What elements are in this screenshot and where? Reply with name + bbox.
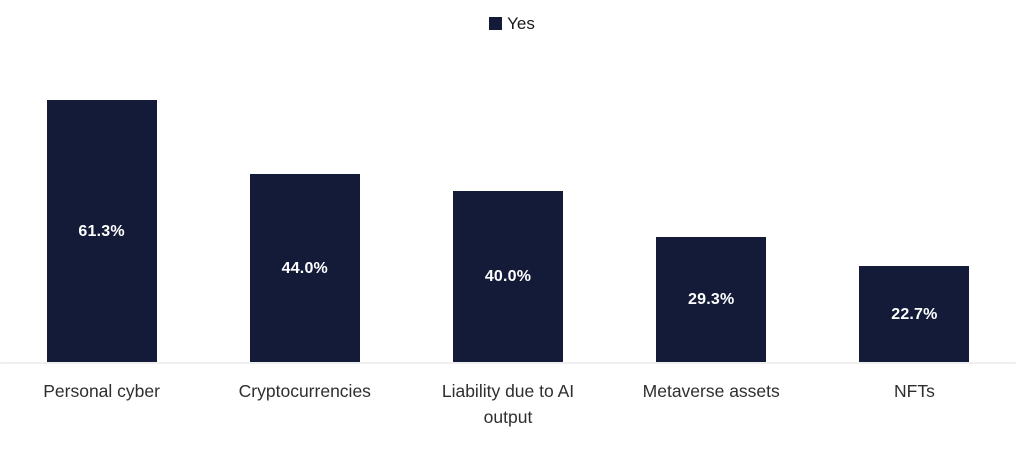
bar-slot: 29.3%	[610, 0, 813, 363]
legend-label-yes: Yes	[507, 14, 535, 33]
bar-personal-cyber: 61.3%	[46, 100, 157, 363]
value-label: 40.0%	[484, 268, 532, 285]
value-label: 29.3%	[688, 291, 735, 308]
bar-nfts: 22.7%	[859, 266, 970, 363]
bar-liability-due-to-ai-output: 40.0%	[453, 191, 563, 363]
category-label: NFTs	[894, 381, 935, 401]
bar-slot: 22.7%	[813, 0, 1016, 363]
bar-metaverse-assets: 29.3%	[656, 237, 767, 363]
plot-area: 61.3% 44.0% 40.0% 29.3% 22.7%	[0, 0, 1016, 363]
legend-swatch-yes	[489, 16, 503, 30]
value-label: 44.0%	[281, 259, 328, 277]
category-label: Liability due to AI output	[441, 381, 575, 427]
bar-slot: 40.0%	[406, 0, 609, 363]
value-label: 61.3%	[78, 222, 125, 240]
category-label: Metaverse assets	[642, 381, 780, 401]
bar-slot: 44.0%	[203, 0, 406, 363]
bar-cryptocurrencies: 44.0%	[249, 174, 360, 363]
value-label: 22.7%	[891, 305, 938, 323]
category-axis: Personal cyber Cryptocurrencies Liability …	[0, 372, 1016, 430]
category-label: Cryptocurrencies	[238, 381, 371, 401]
legend: Yes	[0, 14, 1024, 32]
bar-slot: 61.3%	[0, 0, 203, 363]
x-axis-line	[0, 362, 1016, 364]
category-label: Personal cyber	[43, 381, 160, 401]
